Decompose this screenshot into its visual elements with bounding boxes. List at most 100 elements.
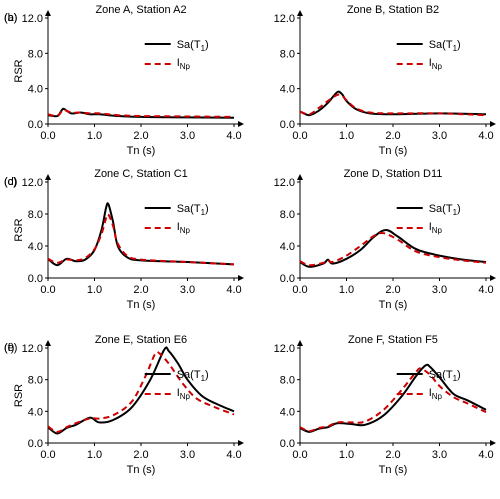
panel-label: (b) [4, 12, 17, 24]
x-axis-arrow [238, 440, 244, 446]
y-axis-arrow [297, 10, 303, 16]
x-tick-label: 0.0 [292, 449, 307, 461]
x-axis-arrow [238, 275, 244, 281]
y-tick-label: 4.0 [28, 84, 43, 96]
x-tick-label: 4.0 [226, 130, 241, 142]
y-tick-label: 12.0 [274, 177, 295, 189]
y-tick-label: 12.0 [274, 343, 295, 355]
x-tick-label: 3.0 [180, 449, 195, 461]
x-axis-arrow [490, 275, 496, 281]
legend: Sa(T1) INp [144, 203, 209, 235]
legend-label-inp: INp [429, 221, 443, 235]
x-tick-label: 0.0 [292, 130, 307, 142]
legend: Sa(T1) INp [144, 369, 209, 401]
y-tick-label: 4.0 [280, 84, 295, 96]
series-line-sa [299, 228, 487, 268]
x-tick-label: 4.0 [478, 449, 493, 461]
y-axis-label: RSR [13, 59, 25, 82]
chart-title: Zone E, Station E6 [95, 334, 187, 346]
legend-label-inp: INp [429, 57, 443, 71]
y-axis-label: RSR [13, 384, 25, 407]
x-tick-label: 3.0 [432, 130, 447, 142]
series-line-inp [299, 93, 487, 117]
y-tick-label: 12.0 [22, 177, 43, 189]
chart-panel-4: (d) Zone D, Station D11 0.0 4.0 8.0 12.0 0.0 1.… [4, 168, 496, 311]
panel-label: (e) [4, 342, 17, 354]
y-tick-label: 12.0 [22, 13, 43, 25]
x-tick-label: 3.0 [432, 449, 447, 461]
x-tick-label: 2.0 [385, 284, 400, 296]
legend-label-inp: INp [177, 57, 191, 71]
legend-label-inp: INp [177, 221, 191, 235]
y-tick-label: 12.0 [22, 343, 43, 355]
x-tick-label: 0.0 [40, 130, 55, 142]
legend-label-sa: Sa(T1) [429, 369, 461, 383]
chart-panel-1: (a) Zone A, Station A2 0.0 4.0 8.0 12.0 0.0 1.0… [4, 4, 244, 157]
legend-label-inp: INp [177, 387, 191, 401]
x-axis-arrow [238, 121, 244, 127]
y-tick-label: 4.0 [28, 241, 43, 253]
x-tick-label: 0.0 [292, 284, 307, 296]
x-axis-arrow [490, 121, 496, 127]
chart-title: Zone C, Station C1 [94, 168, 188, 180]
legend: Sa(T1) INp [144, 39, 209, 71]
chart-panel-3: (c) Zone C, Station C1 0.0 4.0 8.0 12.0 0.0 1.0… [4, 168, 244, 311]
x-tick-label: 4.0 [226, 284, 241, 296]
series-line-inp [299, 367, 487, 433]
x-tick-label: 4.0 [226, 449, 241, 461]
legend-label-sa: Sa(T1) [429, 203, 461, 217]
y-tick-label: 4.0 [280, 406, 295, 418]
x-tick-label: 2.0 [133, 284, 148, 296]
y-axis-label: RSR [13, 218, 25, 241]
panel-label: (d) [4, 176, 17, 188]
x-axis-label: Tn (s) [127, 299, 156, 311]
y-axis-arrow [45, 10, 51, 16]
x-tick-label: 4.0 [478, 284, 493, 296]
y-tick-label: 8.0 [28, 48, 43, 60]
y-tick-label: 0.0 [280, 119, 295, 131]
series-line-inp [47, 108, 235, 118]
legend-label-sa: Sa(T1) [177, 369, 209, 383]
series-line-inp [299, 231, 487, 267]
x-tick-label: 0.0 [40, 449, 55, 461]
x-tick-label: 3.0 [432, 284, 447, 296]
x-tick-label: 2.0 [385, 130, 400, 142]
x-tick-label: 1.0 [339, 449, 354, 461]
x-axis-label: Tn (s) [379, 464, 408, 476]
y-axis-arrow [45, 174, 51, 180]
series-line-inp [47, 213, 235, 266]
legend-label-sa: Sa(T1) [429, 39, 461, 53]
y-tick-label: 12.0 [274, 13, 295, 25]
y-tick-label: 4.0 [28, 406, 43, 418]
y-tick-label: 0.0 [280, 273, 295, 285]
x-tick-label: 1.0 [87, 449, 102, 461]
x-tick-label: 2.0 [385, 449, 400, 461]
chart-title: Zone A, Station A2 [95, 4, 186, 16]
series-line-sa [299, 90, 487, 117]
legend-label-sa: Sa(T1) [177, 203, 209, 217]
legend-label-inp: INp [429, 387, 443, 401]
chart-title: Zone F, Station F5 [348, 334, 438, 346]
legend: Sa(T1) INp [396, 203, 461, 235]
x-tick-label: 0.0 [40, 284, 55, 296]
y-tick-label: 0.0 [28, 119, 43, 131]
x-tick-label: 1.0 [87, 130, 102, 142]
x-tick-label: 2.0 [133, 449, 148, 461]
y-tick-label: 4.0 [280, 241, 295, 253]
y-axis-arrow [297, 340, 303, 346]
y-tick-label: 0.0 [28, 438, 43, 450]
y-tick-label: 0.0 [280, 438, 295, 450]
legend-label-sa: Sa(T1) [177, 39, 209, 53]
panel-label: (f) [4, 342, 14, 354]
series-line-inp [47, 350, 235, 433]
x-tick-label: 3.0 [180, 284, 195, 296]
x-tick-label: 1.0 [339, 284, 354, 296]
y-axis-arrow [297, 174, 303, 180]
panel-label: (c) [4, 176, 17, 188]
y-tick-label: 8.0 [280, 209, 295, 221]
y-tick-label: 8.0 [28, 375, 43, 387]
x-axis-label: Tn (s) [127, 464, 156, 476]
y-tick-label: 8.0 [28, 209, 43, 221]
x-axis-label: Tn (s) [379, 145, 408, 157]
